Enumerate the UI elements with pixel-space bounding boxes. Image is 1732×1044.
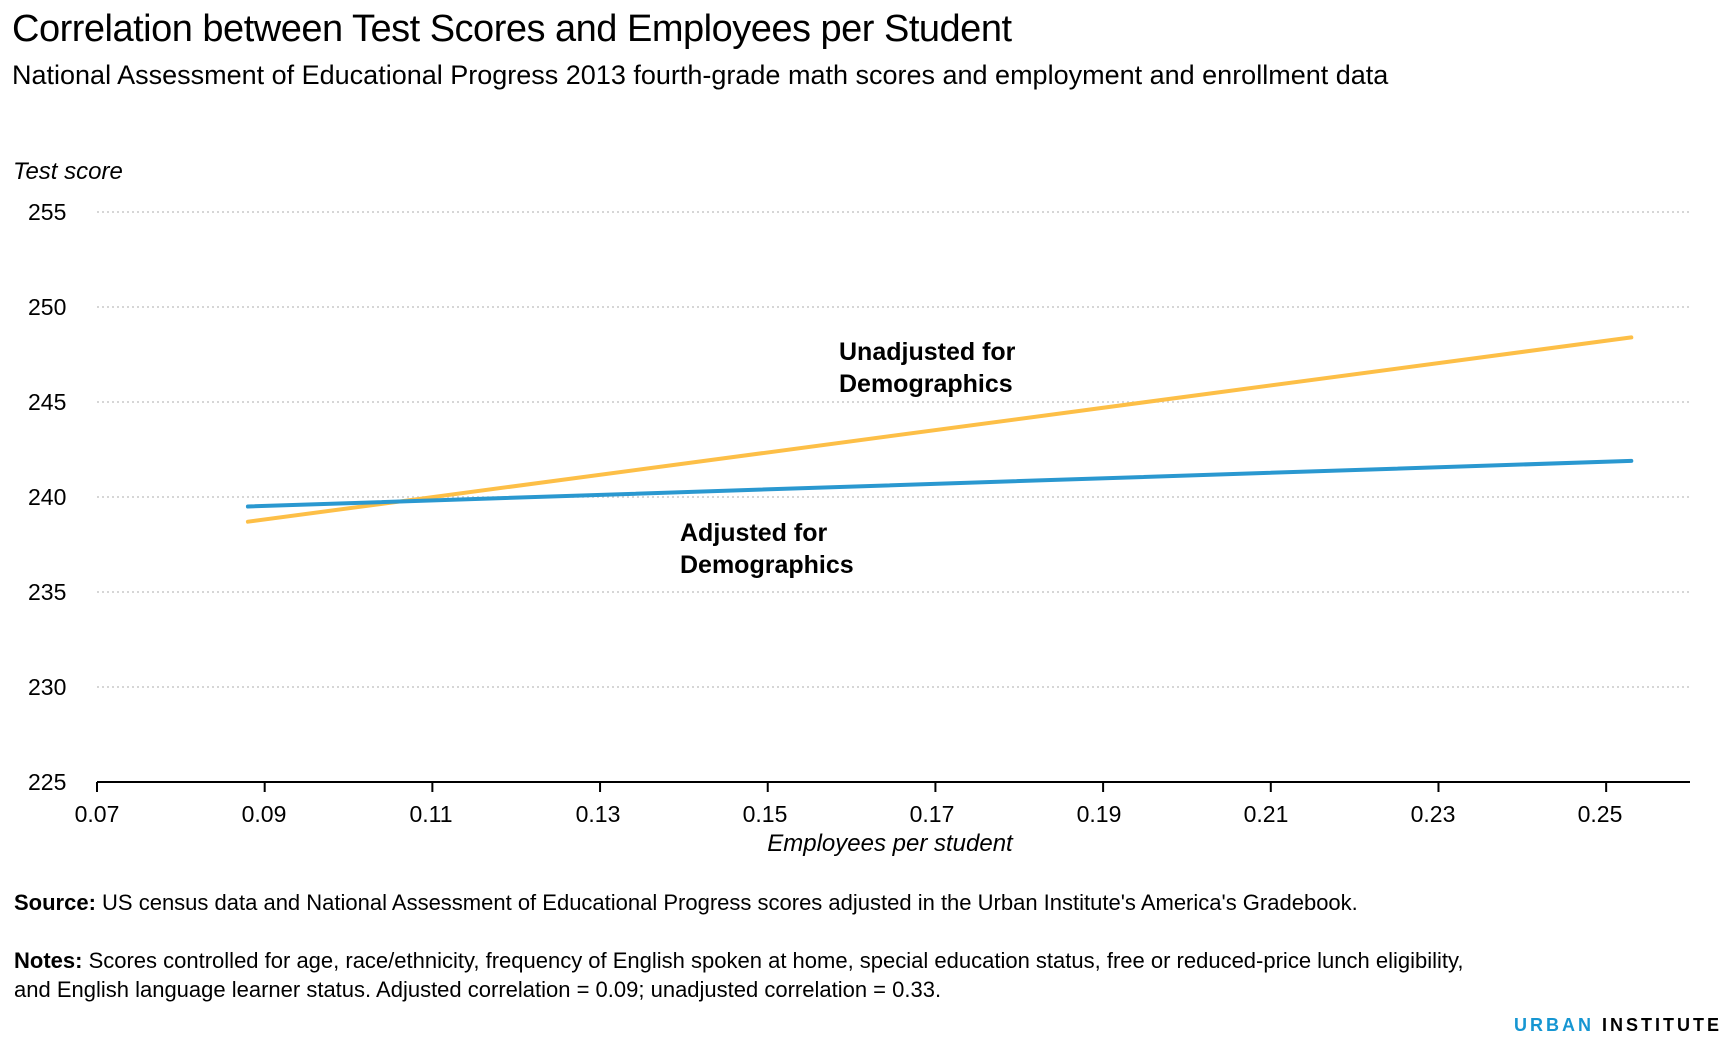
x-axis (96, 781, 1690, 792)
urban-institute-logo: URBAN INSTITUTE (1514, 1015, 1722, 1036)
y-tick-label: 255 (28, 199, 67, 225)
y-tick-label: 250 (28, 294, 67, 320)
annotation-line: Unadjusted for (839, 338, 1016, 366)
annotation-unadjusted: Unadjusted for Demographics (839, 336, 1099, 400)
annotation-line: Adjusted for (680, 519, 828, 547)
notes: Notes: Scores controlled for age, race/e… (14, 946, 1464, 1004)
y-tick-label: 245 (28, 389, 67, 415)
chart-subtitle: National Assessment of Educational Progr… (12, 60, 1389, 90)
source-label: Source: (14, 890, 96, 915)
source-note: Source: US census data and National Asse… (14, 888, 1464, 917)
gridlines (97, 211, 1690, 688)
logo-word-institute: INSTITUTE (1594, 1015, 1722, 1035)
x-tick-label: 0.25 (1577, 801, 1623, 827)
y-tick-label: 230 (28, 674, 67, 700)
y-tick-label: 240 (28, 484, 67, 510)
x-tick-label: 0.13 (575, 801, 621, 827)
x-tick-label: 0.23 (1410, 801, 1456, 827)
y-tick-label: 225 (28, 769, 67, 795)
x-tick-label: 0.15 (742, 801, 788, 827)
annotation-line: Demographics (839, 370, 1013, 398)
source-text: US census data and National Assessment o… (95, 890, 1358, 915)
x-tick-label: 0.11 (409, 801, 453, 827)
x-tick-label: 0.09 (241, 801, 287, 827)
series-line-adjusted (245, 458, 1634, 509)
y-tick-label: 235 (28, 579, 67, 605)
x-tick-label: 0.21 (1243, 801, 1289, 827)
x-tick-label: 0.17 (909, 801, 955, 827)
x-tick-label: 0.19 (1076, 801, 1122, 827)
annotation-adjusted: Adjusted for Demographics (680, 517, 940, 581)
annotation-line: Demographics (680, 551, 854, 579)
y-axis-label: Test score (13, 158, 123, 185)
chart-title: Correlation between Test Scores and Empl… (12, 8, 1012, 50)
logo-word-urban: URBAN (1514, 1015, 1594, 1035)
x-tick-label: 0.07 (74, 801, 120, 827)
notes-text: Scores controlled for age, race/ethnicit… (14, 948, 1464, 1002)
x-axis-label: Employees per student (767, 830, 1013, 857)
notes-label: Notes: (14, 948, 83, 973)
